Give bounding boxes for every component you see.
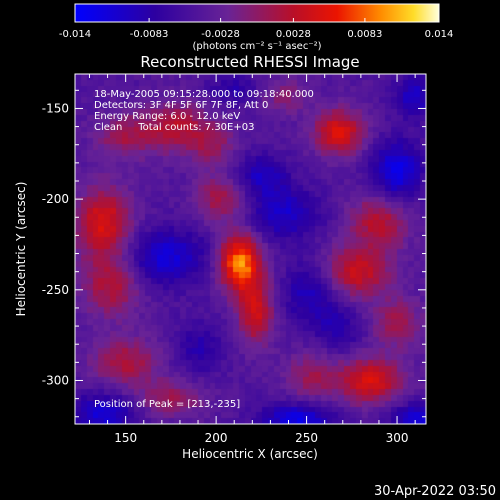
peak-label: Position of Peak = [213,-235]: [94, 399, 240, 410]
y-tick-label: -300: [42, 373, 69, 387]
annotation-clean: Clean Total counts: 7.30E+03: [94, 122, 254, 133]
heatmap-image: [75, 74, 426, 424]
annotation-time: 18-May-2005 09:15:28.000 to 09:18:40.000: [94, 89, 314, 100]
y-tick-label: -250: [42, 283, 69, 297]
y-tick-label: -200: [42, 192, 69, 206]
colorbar-ticks: -0.014 -0.0083 -0.0028 0.0028 0.0083 0.014: [59, 18, 453, 40]
colorbar-tick-label: 0.0083: [347, 29, 382, 40]
colorbar-tick-label: -0.0083: [130, 29, 169, 40]
y-axis-label: Heliocentric Y (arcsec): [14, 182, 28, 317]
heatmap-raster: [75, 74, 426, 424]
axis-ticks: 150 200 250 300 -150 -200 -250 -300: [42, 74, 426, 445]
x-tick-label: 200: [205, 431, 228, 445]
y-tick-label: -150: [42, 101, 69, 115]
annotation-detectors: Detectors: 3F 4F 5F 6F 7F 8F, Att 0: [94, 100, 268, 111]
chart-title: Reconstructed RHESSI Image: [140, 53, 359, 71]
colorbar-gradient: [74, 3, 440, 23]
colorbar: -0.014 -0.0083 -0.0028 0.0028 0.0083 0.014 (p…: [59, 3, 453, 52]
colorbar-tick-label: 0.0028: [276, 29, 311, 40]
colorbar-tick-label: -0.0028: [201, 29, 240, 40]
x-tick-label: 250: [295, 431, 318, 445]
x-axis-label: Heliocentric X (arcsec): [182, 447, 318, 461]
colorbar-tick-label: -0.014: [59, 29, 91, 40]
colorbar-unit-label: (photons cm⁻² s⁻¹ asec⁻²): [192, 41, 321, 52]
x-tick-label: 300: [386, 431, 409, 445]
x-tick-label: 150: [114, 431, 137, 445]
plot-frame: [74, 73, 427, 425]
footer-timestamp: 30-Apr-2022 03:50: [374, 484, 496, 499]
annotation-block: 18-May-2005 09:15:28.000 to 09:18:40.000…: [94, 89, 314, 133]
colorbar-tick-label: 0.014: [425, 29, 454, 40]
annotation-energy: Energy Range: 6.0 - 12.0 keV: [94, 111, 240, 122]
